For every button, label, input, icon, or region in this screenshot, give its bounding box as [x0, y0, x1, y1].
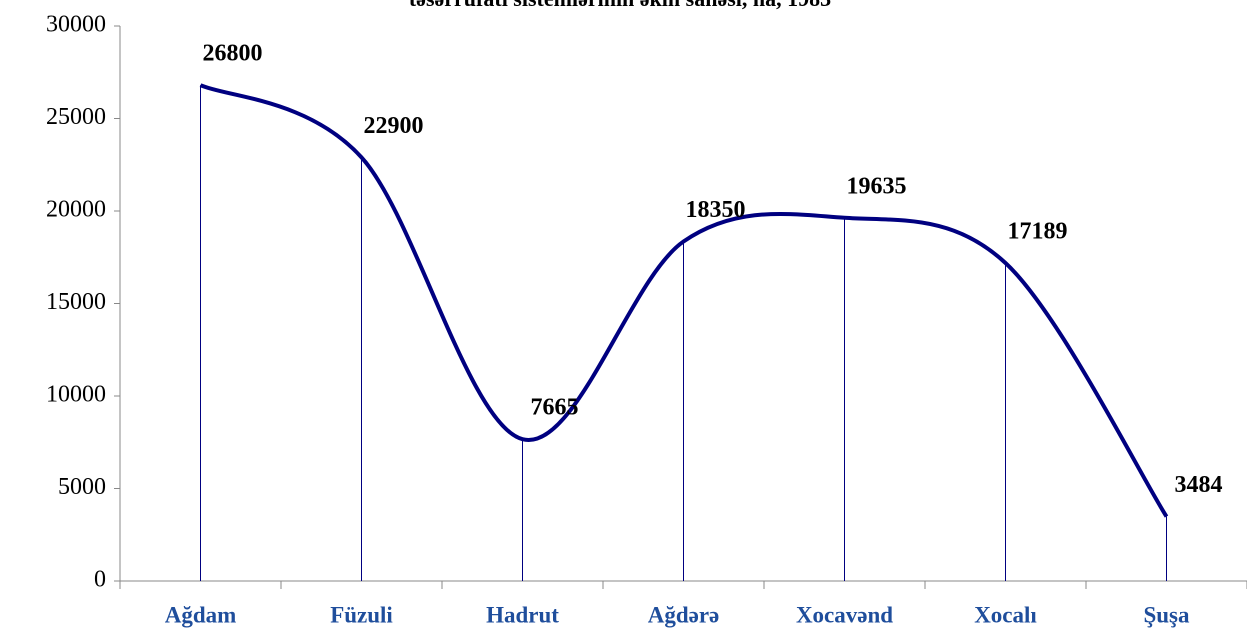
data-label: 17189	[1008, 219, 1068, 245]
x-tick-label: Hadrut	[486, 602, 559, 627]
y-tick-label: 25000	[46, 104, 106, 130]
y-tick-label: 10000	[46, 382, 106, 408]
x-tick-label: Füzuli	[330, 602, 393, 627]
data-label: 18350	[686, 197, 746, 223]
data-label: 3484	[1175, 472, 1223, 498]
x-tick-label: Xocalı	[974, 602, 1037, 627]
data-label: 22900	[364, 113, 424, 139]
y-tick-label: 0	[94, 567, 106, 593]
data-label: 26800	[203, 41, 263, 67]
x-tick-label: Xocavənd	[796, 602, 893, 627]
y-tick-label: 30000	[46, 12, 106, 38]
data-label: 7665	[531, 395, 579, 421]
y-tick-label: 15000	[46, 289, 106, 315]
x-tick-label: Ağdam	[165, 602, 237, 627]
y-tick-label: 5000	[58, 474, 106, 500]
y-tick-label: 20000	[46, 197, 106, 223]
x-tick-label: Ağdərə	[648, 602, 720, 627]
x-tick-label: Şuşa	[1143, 602, 1190, 627]
chart-title: təsərrüfatı sistemlərinin əkin sahəsi, h…	[409, 0, 831, 11]
line	[199, 83, 1169, 518]
data-label: 19635	[847, 173, 907, 199]
